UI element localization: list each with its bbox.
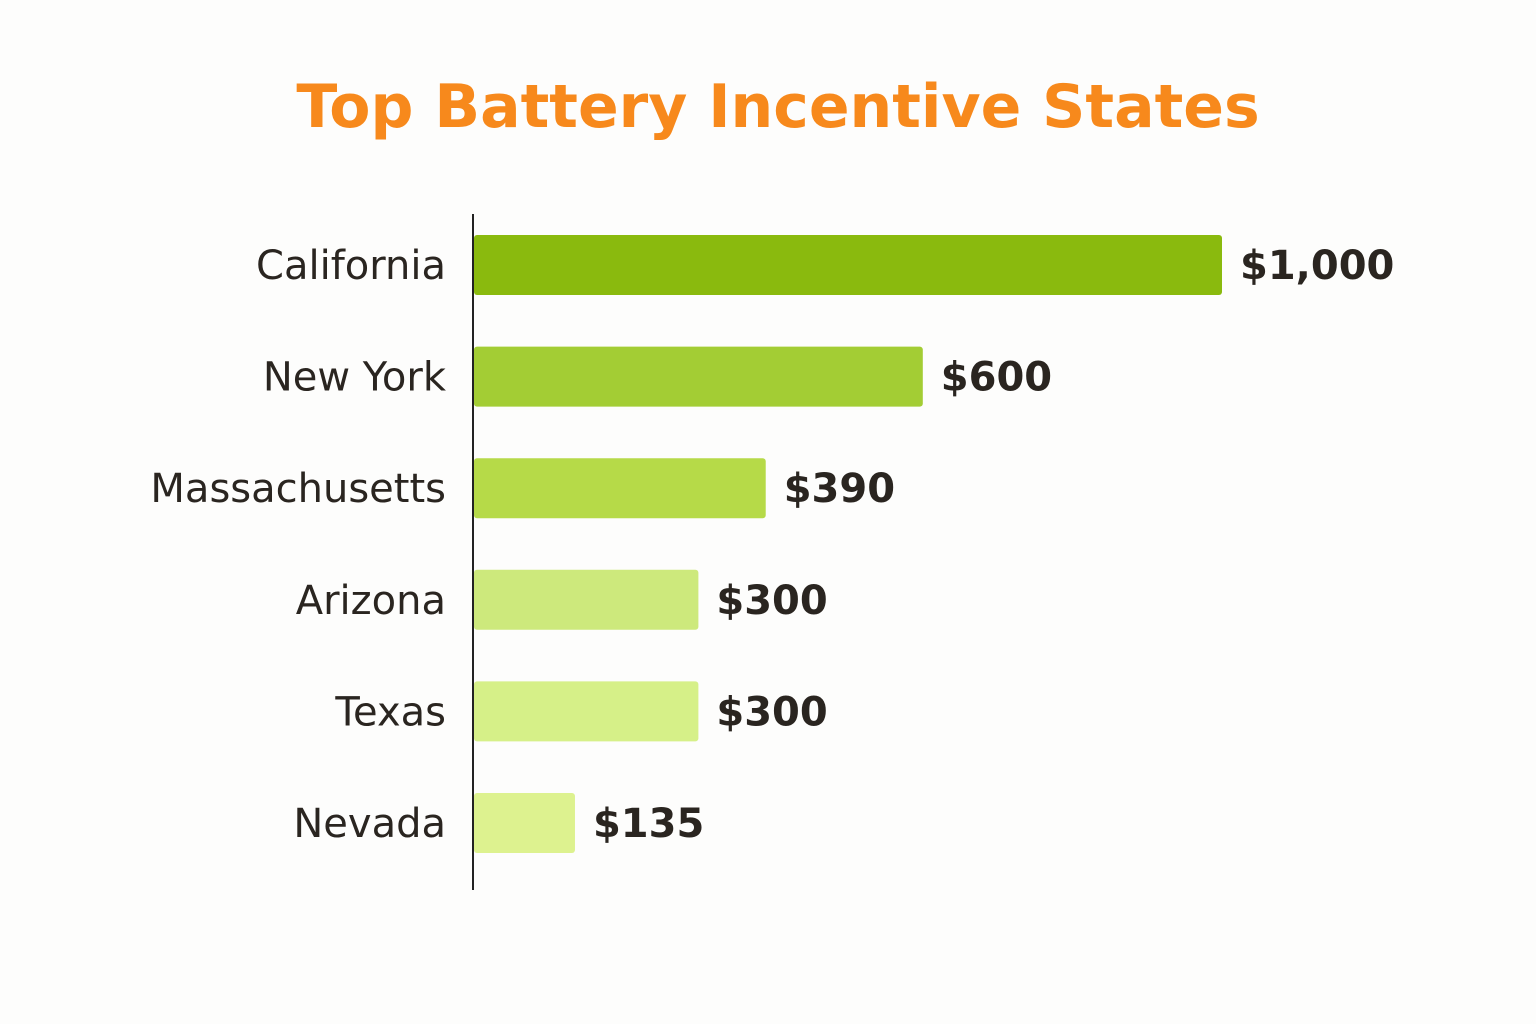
value-label: $300 bbox=[716, 689, 827, 735]
category-label: Arizona bbox=[296, 578, 446, 624]
category-label: Nevada bbox=[293, 801, 446, 847]
chart-title: Top Battery Incentive States bbox=[296, 72, 1260, 142]
category-label: Texas bbox=[334, 689, 446, 735]
value-label: $300 bbox=[716, 578, 827, 624]
bar-nevada bbox=[474, 793, 575, 853]
value-label: $600 bbox=[941, 355, 1052, 401]
category-label: Massachusetts bbox=[150, 466, 446, 512]
value-label: $1,000 bbox=[1240, 243, 1394, 289]
bar-arizona bbox=[474, 569, 699, 630]
category-label: New York bbox=[263, 355, 447, 401]
bar-new-york bbox=[474, 346, 923, 407]
bar-california bbox=[474, 235, 1222, 295]
bar-massachusetts bbox=[474, 458, 766, 519]
bar-texas bbox=[474, 681, 699, 742]
category-label: California bbox=[256, 243, 446, 289]
value-label: $390 bbox=[784, 466, 895, 512]
value-label: $135 bbox=[593, 801, 704, 847]
